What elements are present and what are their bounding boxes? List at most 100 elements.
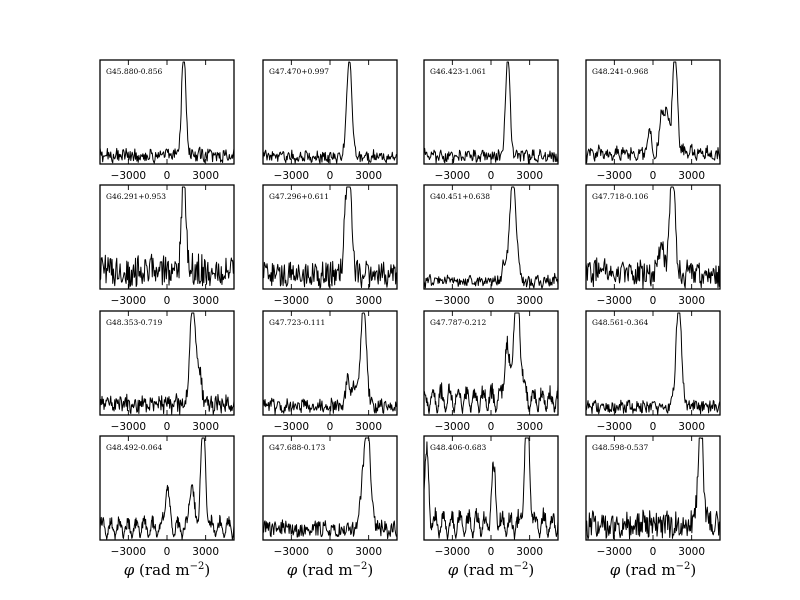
- x-tick-label: 3000: [678, 170, 705, 182]
- trace-G47.470+0.997: [262, 61, 398, 164]
- panel-source-name: G47.688-0.173: [269, 443, 325, 452]
- x-tick-label: 0: [164, 295, 171, 307]
- x-tick-label: 3000: [678, 421, 705, 433]
- trace-G48.561-0.364: [585, 312, 721, 415]
- x-tick-label: −3000: [274, 421, 310, 433]
- x-tick-label: 3000: [192, 295, 219, 307]
- x-tick-label: 0: [164, 421, 171, 433]
- panel-source-name: G48.561-0.364: [592, 318, 648, 327]
- trace-G46.423-1.061: [423, 61, 559, 164]
- trace-G48.406-0.683: [423, 437, 559, 540]
- panel-source-name: G47.723-0.111: [269, 318, 325, 327]
- panel-G48.561-0.364: −3000 0 3000 G48.561-0.364: [585, 310, 721, 433]
- x-tick-label: 0: [650, 295, 657, 307]
- panel-source-name: G47.787-0.212: [430, 318, 486, 327]
- x-tick-label: 3000: [516, 295, 543, 307]
- trace-G48.241-0.968: [585, 61, 721, 163]
- x-axis-label: φ (rad m−2): [610, 561, 696, 579]
- x-tick-label: −3000: [111, 170, 147, 182]
- x-axis-labels: φ (rad m−2) φ (rad m−2) φ (rad m−2) φ (rad …: [124, 561, 696, 579]
- panel-G48.406-0.683: −3000 0 3000 G48.406-0.683: [423, 435, 559, 558]
- x-tick-label: 0: [164, 170, 171, 182]
- panel-source-name: G46.423-1.061: [430, 67, 486, 76]
- panel-source-name: G48.353-0.719: [106, 318, 162, 327]
- panel-G46.291+0.953: −3000 0 3000 G46.291+0.953: [99, 184, 235, 307]
- panel-G46.423-1.061: −3000 0 3000 G46.423-1.061: [423, 59, 559, 182]
- panel-source-name: G47.718-0.106: [592, 192, 648, 201]
- x-tick-label: −3000: [597, 421, 633, 433]
- x-tick-label: 0: [488, 421, 495, 433]
- panel-source-name: G46.291+0.953: [106, 192, 166, 201]
- x-tick-label: 0: [327, 170, 334, 182]
- panel-source-name: G48.492-0.064: [106, 443, 162, 452]
- x-tick-label: 3000: [516, 546, 543, 558]
- x-tick-label: −3000: [111, 546, 147, 558]
- x-tick-label: 0: [164, 546, 171, 558]
- x-tick-label: −3000: [597, 546, 633, 558]
- x-tick-label: 3000: [355, 170, 382, 182]
- panel-source-name: G48.598-0.537: [592, 443, 648, 452]
- x-tick-label: −3000: [274, 170, 310, 182]
- panel-G48.598-0.537: −3000 0 3000 G48.598-0.537: [585, 435, 721, 558]
- x-tick-label: 3000: [516, 170, 543, 182]
- x-axis-label: φ (rad m−2): [124, 561, 210, 579]
- x-tick-label: 0: [327, 546, 334, 558]
- x-tick-label: −3000: [435, 421, 471, 433]
- x-tick-label: 0: [650, 421, 657, 433]
- x-tick-label: 0: [650, 170, 657, 182]
- panel-source-name: G45.880-0.856: [106, 67, 162, 76]
- panel-G47.718-0.106: −3000 0 3000 G47.718-0.106: [585, 184, 721, 307]
- trace-G48.492-0.064: [99, 437, 235, 540]
- panel-source-name: G48.406-0.683: [430, 443, 486, 452]
- x-axis-label: φ (rad m−2): [448, 561, 534, 579]
- x-tick-label: −3000: [597, 170, 633, 182]
- x-tick-label: −3000: [435, 170, 471, 182]
- trace-G48.353-0.719: [99, 312, 235, 415]
- trace-G47.723-0.111: [262, 312, 398, 415]
- panel-G47.688-0.173: −3000 0 3000 G47.688-0.173: [262, 435, 398, 558]
- x-tick-label: −3000: [597, 295, 633, 307]
- panel-source-name: G47.470+0.997: [269, 67, 329, 76]
- panel-G47.470+0.997: −3000 0 3000 G47.470+0.997: [262, 59, 398, 182]
- x-tick-label: 0: [650, 546, 657, 558]
- panel-G47.723-0.111: −3000 0 3000 G47.723-0.111: [262, 310, 398, 433]
- trace-G47.718-0.106: [585, 186, 721, 289]
- x-tick-label: 3000: [192, 421, 219, 433]
- x-tick-label: 3000: [355, 546, 382, 558]
- panel-source-name: G48.241-0.968: [592, 67, 648, 76]
- x-tick-label: 0: [327, 421, 334, 433]
- panel-G48.241-0.968: −3000 0 3000 G48.241-0.968: [585, 59, 721, 182]
- x-tick-label: −3000: [111, 421, 147, 433]
- trace-G45.880-0.856: [99, 61, 235, 164]
- panel-G48.353-0.719: −3000 0 3000 G48.353-0.719: [99, 310, 235, 433]
- x-tick-label: −3000: [111, 295, 147, 307]
- panel-source-name: G47.296+0.611: [269, 192, 329, 201]
- x-tick-label: −3000: [435, 546, 471, 558]
- trace-G47.296+0.611: [262, 186, 398, 289]
- x-tick-label: 3000: [192, 546, 219, 558]
- x-tick-label: −3000: [274, 546, 310, 558]
- trace-G48.598-0.537: [585, 437, 721, 540]
- panel-G45.880-0.856: −3000 0 3000 G45.880-0.856: [99, 59, 235, 182]
- x-tick-label: 0: [488, 546, 495, 558]
- x-tick-label: −3000: [435, 295, 471, 307]
- trace-G47.688-0.173: [262, 437, 398, 540]
- x-tick-label: −3000: [274, 295, 310, 307]
- trace-G46.291+0.953: [99, 186, 235, 289]
- x-tick-label: 3000: [192, 170, 219, 182]
- x-tick-label: 0: [488, 170, 495, 182]
- panel-G48.492-0.064: −3000 0 3000 G48.492-0.064: [99, 435, 235, 558]
- x-tick-label: 3000: [355, 295, 382, 307]
- panel-G40.451+0.638: −3000 0 3000 G40.451+0.638: [423, 184, 559, 307]
- trace-G47.787-0.212: [423, 312, 559, 415]
- panels-grid: −3000 0 3000 G45.880-0.856 −3000 0 3000 G47.470…: [99, 59, 721, 558]
- x-tick-label: 3000: [678, 546, 705, 558]
- x-axis-label: φ (rad m−2): [287, 561, 373, 579]
- panel-source-name: G40.451+0.638: [430, 192, 490, 201]
- x-tick-label: 3000: [355, 421, 382, 433]
- trace-G40.451+0.638: [423, 186, 559, 289]
- panel-G47.296+0.611: −3000 0 3000 G47.296+0.611: [262, 184, 398, 307]
- x-tick-label: 3000: [516, 421, 543, 433]
- x-tick-label: 3000: [678, 295, 705, 307]
